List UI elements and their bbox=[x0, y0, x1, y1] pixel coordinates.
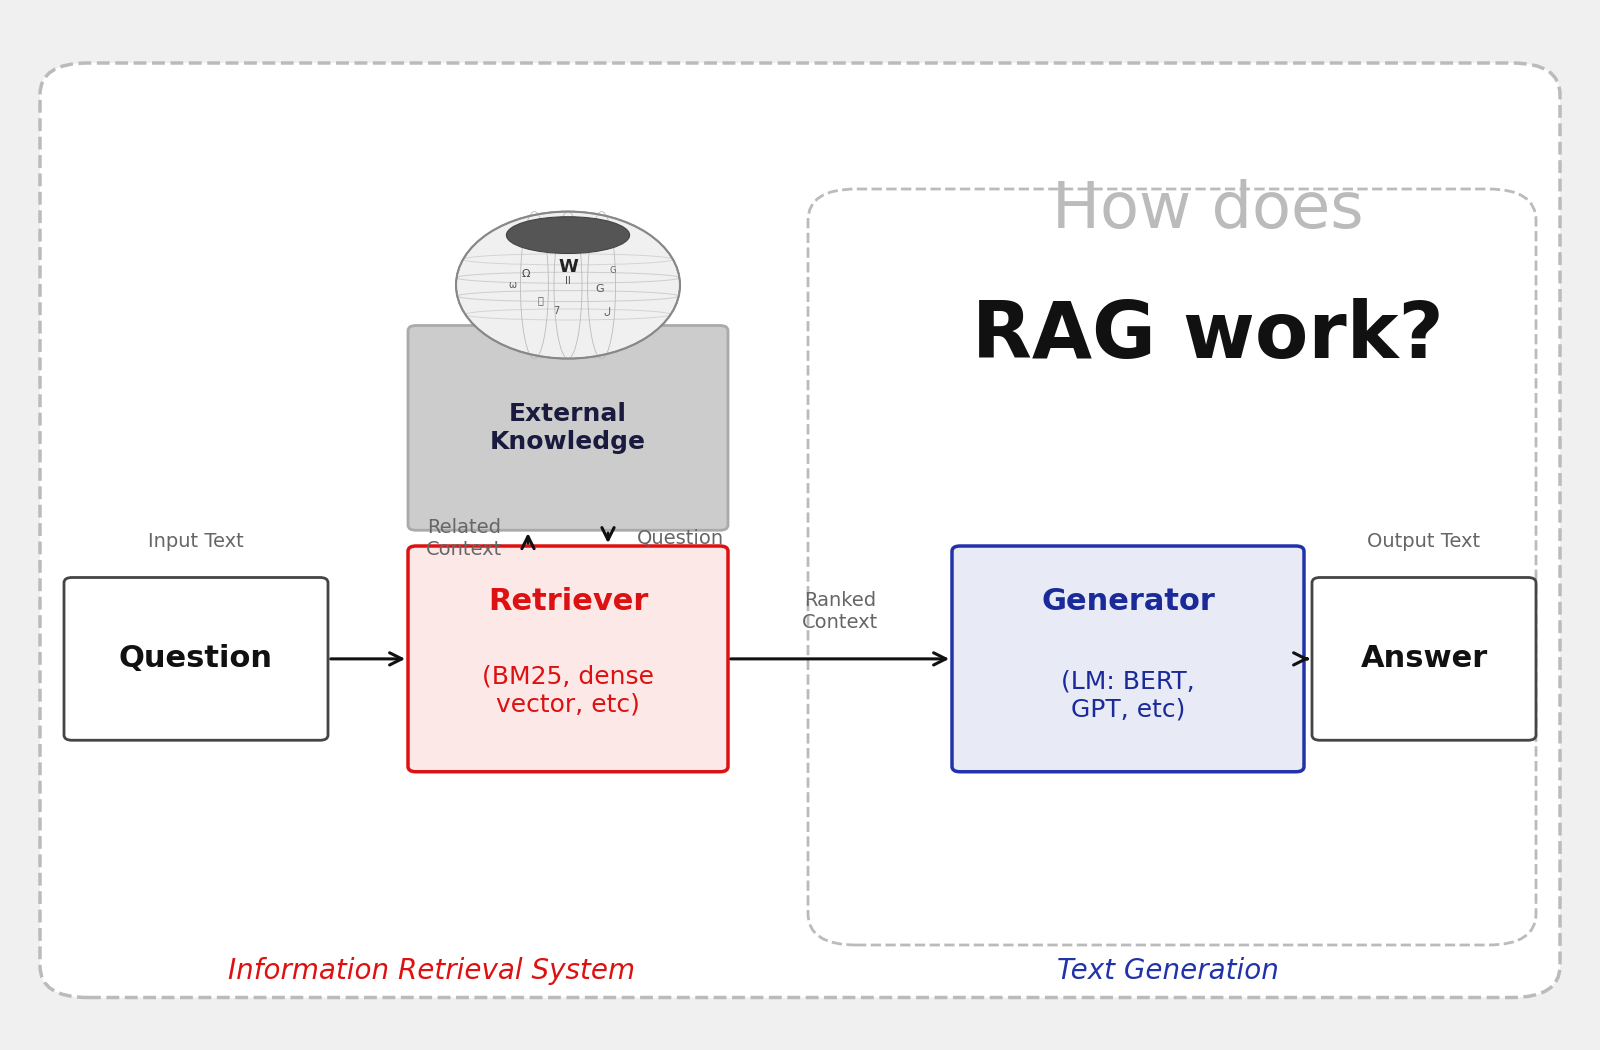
Text: W: W bbox=[558, 257, 578, 276]
Text: ω: ω bbox=[507, 280, 517, 290]
Circle shape bbox=[456, 212, 680, 359]
FancyBboxPatch shape bbox=[40, 63, 1560, 997]
Text: ل: ل bbox=[603, 306, 611, 316]
Text: Output Text: Output Text bbox=[1368, 532, 1480, 551]
Text: Information Retrieval System: Information Retrieval System bbox=[229, 958, 635, 985]
Text: G: G bbox=[610, 266, 616, 275]
Text: Ranked
Context: Ranked Context bbox=[802, 591, 878, 632]
FancyBboxPatch shape bbox=[808, 189, 1536, 945]
Text: (BM25, dense
vector, etc): (BM25, dense vector, etc) bbox=[482, 665, 654, 716]
Text: Related
Context: Related Context bbox=[426, 518, 502, 559]
Text: (​LM​: BERT,
GPT, etc): (​LM​: BERT, GPT, etc) bbox=[1061, 670, 1195, 721]
FancyBboxPatch shape bbox=[408, 326, 728, 530]
Text: Question: Question bbox=[118, 645, 274, 673]
FancyBboxPatch shape bbox=[1312, 578, 1536, 740]
Text: Retriever: Retriever bbox=[488, 587, 648, 615]
FancyBboxPatch shape bbox=[64, 578, 328, 740]
FancyBboxPatch shape bbox=[408, 546, 728, 772]
Text: How does: How does bbox=[1053, 178, 1363, 242]
Text: Ω: Ω bbox=[522, 269, 530, 279]
Text: Input Text: Input Text bbox=[149, 532, 243, 551]
Text: G: G bbox=[595, 284, 603, 294]
Text: 7: 7 bbox=[554, 306, 560, 316]
Text: Question: Question bbox=[637, 528, 723, 548]
Text: Text Generation: Text Generation bbox=[1058, 958, 1278, 985]
Text: External
Knowledge: External Knowledge bbox=[490, 402, 646, 454]
Text: 維: 維 bbox=[538, 295, 542, 304]
Text: Answer: Answer bbox=[1360, 645, 1488, 673]
FancyBboxPatch shape bbox=[952, 546, 1304, 772]
Text: Generator: Generator bbox=[1042, 587, 1214, 615]
Text: II: II bbox=[565, 276, 571, 287]
Ellipse shape bbox=[506, 216, 630, 253]
Text: RAG work?: RAG work? bbox=[973, 298, 1443, 374]
